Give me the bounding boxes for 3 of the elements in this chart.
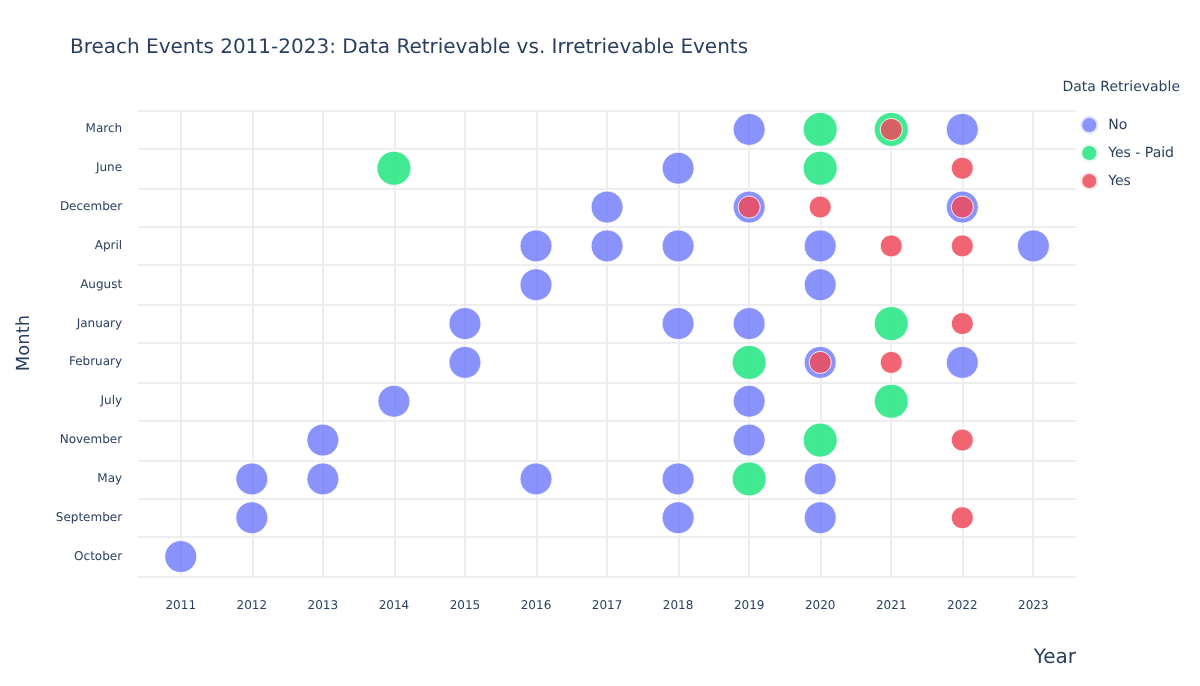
chart-title: Breach Events 2011-2023: Data Retrievable vs. Irretrievable Events [70,37,749,59]
y-axis-title: Month [15,314,35,372]
x-axis-title: Year [1031,647,1078,669]
